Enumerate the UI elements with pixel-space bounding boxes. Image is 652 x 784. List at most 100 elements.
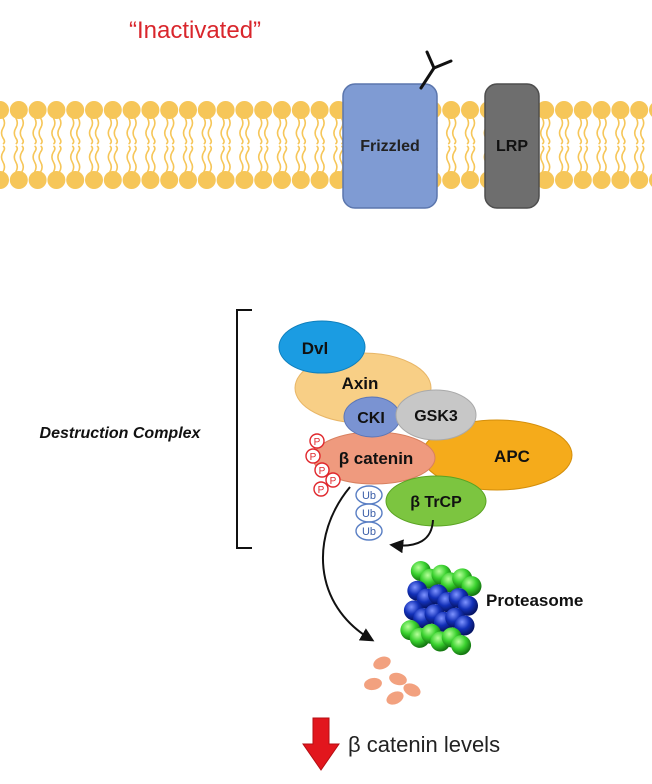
phosphate-label: P (310, 452, 317, 463)
destruction-complex-label: Destruction Complex (40, 425, 202, 442)
lipid-head (273, 171, 291, 189)
lipid-tails (220, 117, 231, 173)
frizzled-label: Frizzled (360, 138, 420, 155)
lipid-tails (276, 117, 288, 173)
lipid-head (66, 101, 85, 119)
lipid-tails (445, 117, 457, 173)
destruction-complex: APC Axin Dvl β catenin CKI GSK3 β TrCP (278, 320, 573, 527)
trcp-to-ub-arrow (389, 519, 434, 554)
ubiquitin-label: Ub (362, 490, 376, 502)
gsk3-protein (395, 389, 477, 441)
lipid-head (103, 101, 122, 119)
lipid-head (310, 101, 329, 119)
lipid-tails (596, 117, 607, 173)
lipid-head (179, 171, 197, 189)
lipid-head (0, 101, 9, 119)
lipid-head (536, 101, 555, 119)
proteasome-subunit (454, 615, 475, 636)
lipid-tails (333, 117, 344, 173)
lipid-head (122, 101, 141, 119)
phosphate-label: P (319, 466, 326, 477)
lipid-head (197, 171, 216, 189)
ubiquitin-label: Ub (362, 526, 376, 538)
phosphate-icon (309, 433, 325, 449)
phosphate-label: P (314, 437, 321, 448)
phosphate-icon (325, 472, 341, 488)
dvl-label: Dvl (302, 339, 328, 358)
lipid-head (461, 101, 479, 119)
lipid-tails (51, 117, 62, 173)
lipid-tails (539, 117, 551, 173)
lipid-head (630, 171, 649, 189)
beta-trcp-label: β TrCP (410, 494, 462, 511)
lipid-head (85, 171, 103, 189)
lipid-tails (257, 117, 269, 173)
lrp-label: LRP (496, 138, 528, 155)
ubiquitin-label: Ub (362, 508, 376, 520)
lipid-tails (13, 117, 25, 173)
lipid-head (216, 101, 235, 119)
lipid-head (235, 171, 254, 189)
axin-label: Axin (342, 374, 379, 393)
lipid-head (141, 171, 160, 189)
lipid-tails (145, 117, 156, 173)
beta-trcp-protein (385, 475, 487, 527)
lipid-head (592, 101, 611, 119)
lipid-head (442, 101, 461, 119)
lipid-head (47, 171, 66, 189)
lipid-head (85, 101, 103, 119)
destruction-complex-bracket (236, 309, 252, 549)
frizzled-receptor: Frizzled (342, 50, 453, 209)
lipid-head (254, 171, 273, 189)
decrease-arrow-icon (302, 717, 340, 771)
lipid-head (179, 101, 197, 119)
lipid-tails (577, 117, 589, 173)
ubiquitin-icon (355, 521, 383, 541)
lipid-head (573, 171, 592, 189)
lipid-tails (0, 117, 6, 173)
proteasome-subunit (458, 595, 479, 616)
receptor-antenna-icon (419, 50, 453, 90)
lipid-head (9, 101, 28, 119)
proteasome-subunit (461, 576, 482, 597)
lipid-tails (615, 117, 626, 173)
proteasome-icon (400, 561, 482, 656)
lipid-tails (314, 117, 325, 173)
lipid-head (28, 171, 47, 189)
phosphate-icon (313, 481, 329, 497)
lipid-head (216, 171, 235, 189)
lipid-head (103, 171, 122, 189)
lrp-receptor: LRP (484, 83, 540, 209)
dvl-protein (278, 320, 366, 374)
beta-catenin-levels-label: β catenin levels (348, 732, 500, 757)
degradation-arrow (322, 486, 375, 642)
phosphate-label: P (330, 476, 337, 487)
lipid-tails (69, 117, 81, 173)
lipid-head (442, 171, 461, 189)
lipid-head (630, 101, 649, 119)
lipid-tails (182, 117, 194, 173)
lipid-head (197, 101, 216, 119)
lipid-tails (239, 117, 250, 173)
lipid-head (555, 101, 573, 119)
phosphate-icon (305, 448, 321, 464)
lipid-head (28, 101, 47, 119)
proteasome-subunit (451, 635, 472, 656)
lipid-tails (107, 117, 119, 173)
phosphate-icon (314, 462, 330, 478)
apc-label: APC (494, 447, 530, 466)
degraded-fragments (364, 656, 421, 705)
lipid-tails (295, 117, 307, 173)
lipid-head (0, 171, 9, 189)
lipid-head (9, 171, 28, 189)
lipid-tails (633, 117, 645, 173)
lipid-head (649, 173, 652, 187)
lipid-head (649, 103, 652, 117)
lipid-head (611, 101, 630, 119)
lipid-head (611, 171, 630, 189)
gsk3-label: GSK3 (414, 408, 458, 425)
lipid-head (310, 171, 329, 189)
lipid-head (160, 101, 179, 119)
